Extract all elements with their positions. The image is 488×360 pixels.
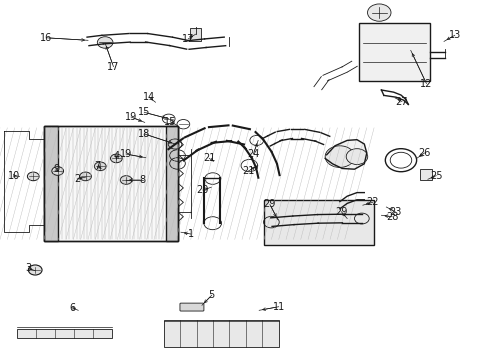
Text: 15: 15 (163, 117, 176, 127)
Text: 23: 23 (388, 207, 401, 217)
Polygon shape (325, 140, 366, 169)
Text: 17: 17 (107, 62, 120, 72)
Text: 5: 5 (208, 290, 214, 300)
Bar (163, 320, 278, 347)
Text: 16: 16 (40, 33, 53, 43)
Text: 11: 11 (272, 302, 285, 312)
Circle shape (110, 154, 122, 163)
Text: 8: 8 (140, 175, 145, 185)
Text: 12: 12 (419, 78, 432, 89)
Circle shape (52, 167, 63, 175)
Bar (189, 28, 201, 41)
Text: 24: 24 (246, 149, 259, 159)
Text: 2: 2 (74, 174, 80, 184)
Bar (359, 23, 429, 81)
Bar (264, 200, 373, 245)
Text: 7: 7 (95, 161, 101, 171)
Text: 13: 13 (447, 30, 460, 40)
Text: 9: 9 (53, 164, 59, 174)
Circle shape (80, 172, 91, 181)
Text: 19: 19 (124, 112, 137, 122)
Text: 26: 26 (417, 148, 430, 158)
Text: 21: 21 (242, 166, 254, 176)
Text: 15: 15 (138, 107, 150, 117)
Text: 22: 22 (366, 197, 378, 207)
Text: 28: 28 (385, 212, 398, 222)
Text: 4: 4 (113, 150, 119, 161)
Text: 17: 17 (182, 34, 194, 44)
Text: 25: 25 (429, 171, 442, 181)
Bar (44, 126, 58, 241)
Text: 21: 21 (203, 153, 215, 163)
Circle shape (28, 265, 42, 275)
Circle shape (29, 266, 41, 274)
Circle shape (120, 176, 132, 184)
Bar (166, 126, 178, 241)
Text: 19: 19 (120, 149, 132, 159)
Circle shape (94, 162, 106, 171)
Bar (419, 169, 431, 180)
Text: 6: 6 (69, 303, 75, 313)
Bar (44, 126, 178, 241)
FancyBboxPatch shape (180, 303, 203, 311)
Bar (17, 329, 112, 338)
Circle shape (97, 37, 113, 48)
Text: 27: 27 (395, 96, 407, 107)
Text: 20: 20 (196, 185, 209, 195)
Circle shape (367, 4, 390, 21)
Text: 14: 14 (142, 92, 155, 102)
Text: 1: 1 (187, 229, 193, 239)
Circle shape (346, 149, 367, 165)
Text: 3: 3 (25, 263, 31, 273)
Text: 29: 29 (334, 207, 347, 217)
Circle shape (27, 172, 39, 181)
Text: 10: 10 (7, 171, 20, 181)
Text: 18: 18 (138, 129, 150, 139)
Bar (44, 126, 178, 241)
Text: 29: 29 (263, 199, 276, 210)
Circle shape (325, 146, 354, 167)
